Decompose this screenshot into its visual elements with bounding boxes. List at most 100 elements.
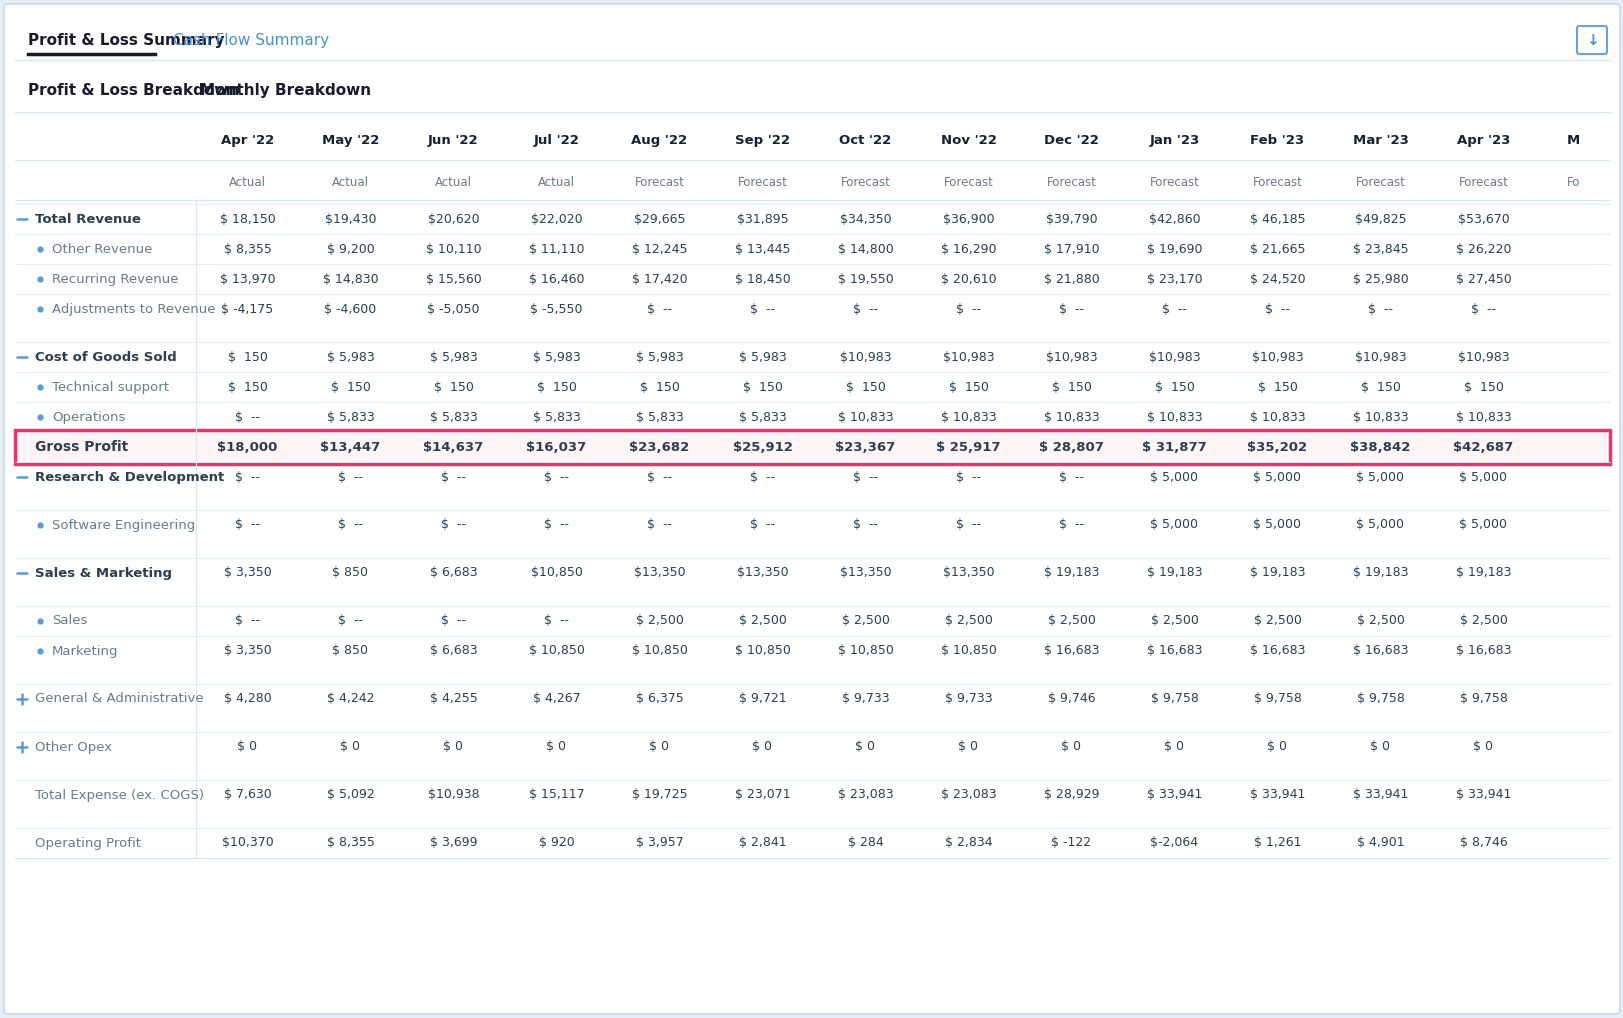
Text: $ 8,746: $ 8,746 (1459, 837, 1506, 849)
Text: $31,895: $31,895 (737, 213, 787, 226)
Text: $23,367: $23,367 (834, 441, 894, 453)
Text: Fo: Fo (1566, 175, 1579, 188)
Text: General & Administrative: General & Administrative (36, 692, 203, 705)
Text: $ 920: $ 920 (539, 837, 575, 849)
Text: $  --: $ -- (646, 302, 672, 316)
Text: $ 0: $ 0 (855, 740, 875, 753)
Text: $  150: $ 150 (1154, 381, 1193, 394)
Text: $ 2,841: $ 2,841 (738, 837, 786, 849)
Text: $  150: $ 150 (948, 381, 988, 394)
Text: $ 0: $ 0 (547, 740, 566, 753)
Text: $  150: $ 150 (1462, 381, 1503, 394)
Text: $-2,064: $-2,064 (1149, 837, 1198, 849)
Text: Apr '23: Apr '23 (1456, 133, 1509, 147)
Text: $ 3,350: $ 3,350 (224, 566, 271, 579)
Text: $  --: $ -- (750, 518, 774, 531)
Text: $ 0: $ 0 (649, 740, 669, 753)
Text: $20,620: $20,620 (427, 213, 479, 226)
Text: $ 5,833: $ 5,833 (326, 410, 375, 423)
Text: Profit & Loss Breakdown: Profit & Loss Breakdown (28, 82, 239, 98)
Text: $ 33,941: $ 33,941 (1146, 789, 1201, 801)
Text: $ -4,175: $ -4,175 (221, 302, 273, 316)
Text: Sales & Marketing: Sales & Marketing (36, 566, 172, 579)
Text: Actual: Actual (331, 175, 368, 188)
Text: Jan '23: Jan '23 (1149, 133, 1199, 147)
Text: $ 17,420: $ 17,420 (631, 273, 687, 285)
Text: Operations: Operations (52, 410, 125, 423)
Text: $ 5,833: $ 5,833 (738, 410, 786, 423)
Text: Forecast: Forecast (1355, 175, 1404, 188)
Text: $10,983: $10,983 (941, 350, 993, 363)
Text: $ 5,000: $ 5,000 (1253, 470, 1300, 484)
Text: Forecast: Forecast (1457, 175, 1508, 188)
Text: $ 0: $ 0 (341, 740, 360, 753)
Text: $10,370: $10,370 (221, 837, 273, 849)
Text: Total Revenue: Total Revenue (36, 213, 141, 226)
Text: $ 2,500: $ 2,500 (1459, 615, 1506, 627)
Text: $ 16,290: $ 16,290 (940, 242, 995, 256)
Text: $  --: $ -- (750, 470, 774, 484)
Text: $ 12,245: $ 12,245 (631, 242, 687, 256)
Text: $10,983: $10,983 (1147, 350, 1199, 363)
Text: Forecast: Forecast (635, 175, 683, 188)
Text: $ 10,850: $ 10,850 (631, 644, 687, 658)
Text: $ 18,150: $ 18,150 (219, 213, 276, 226)
Text: $ 0: $ 0 (237, 740, 258, 753)
Text: $ 10,833: $ 10,833 (1352, 410, 1407, 423)
Text: $  --: $ -- (956, 302, 980, 316)
Text: $ 2,500: $ 2,500 (738, 615, 786, 627)
Text: $  --: $ -- (544, 518, 568, 531)
Text: $ 5,000: $ 5,000 (1459, 470, 1506, 484)
Text: $  --: $ -- (646, 518, 672, 531)
Text: $34,350: $34,350 (839, 213, 891, 226)
Text: Forecast: Forecast (841, 175, 889, 188)
Text: $ 5,833: $ 5,833 (430, 410, 477, 423)
Text: $ 2,500: $ 2,500 (1149, 615, 1198, 627)
Text: $ 28,929: $ 28,929 (1044, 789, 1099, 801)
Text: $ 16,460: $ 16,460 (529, 273, 584, 285)
Text: Actual: Actual (537, 175, 575, 188)
Text: $ 19,183: $ 19,183 (1250, 566, 1305, 579)
Text: Actual: Actual (435, 175, 472, 188)
Text: $  --: $ -- (441, 615, 466, 627)
Text: Sep '22: Sep '22 (735, 133, 789, 147)
Text: Dec '22: Dec '22 (1044, 133, 1099, 147)
Text: $  150: $ 150 (1256, 381, 1297, 394)
Text: $ 10,850: $ 10,850 (527, 644, 584, 658)
FancyBboxPatch shape (3, 4, 1620, 1014)
Text: $ 5,833: $ 5,833 (635, 410, 683, 423)
Text: $ 5,000: $ 5,000 (1459, 518, 1506, 531)
Text: $ 21,665: $ 21,665 (1250, 242, 1305, 256)
Text: $ 24,520: $ 24,520 (1250, 273, 1305, 285)
Text: $  150: $ 150 (331, 381, 370, 394)
Text: $ 19,183: $ 19,183 (1454, 566, 1511, 579)
Text: $ 16,683: $ 16,683 (1352, 644, 1407, 658)
Text: $  --: $ -- (338, 470, 364, 484)
Text: $  150: $ 150 (846, 381, 885, 394)
Text: $  --: $ -- (1470, 302, 1495, 316)
Text: May '22: May '22 (321, 133, 378, 147)
Text: $ 23,170: $ 23,170 (1146, 273, 1201, 285)
Text: $ 10,833: $ 10,833 (940, 410, 995, 423)
Text: $ 0: $ 0 (1370, 740, 1389, 753)
Text: Total Expense (ex. COGS): Total Expense (ex. COGS) (36, 789, 204, 801)
Text: $ 2,500: $ 2,500 (635, 615, 683, 627)
Text: Forecast: Forecast (943, 175, 993, 188)
Text: $ 17,910: $ 17,910 (1044, 242, 1099, 256)
Text: $13,447: $13,447 (320, 441, 380, 453)
Text: $  --: $ -- (235, 615, 260, 627)
Text: Marketing: Marketing (52, 644, 118, 658)
Text: $ 19,183: $ 19,183 (1146, 566, 1201, 579)
Text: $23,682: $23,682 (630, 441, 690, 453)
Text: $  150: $ 150 (1360, 381, 1399, 394)
Text: $42,860: $42,860 (1147, 213, 1199, 226)
Text: $ 5,000: $ 5,000 (1355, 470, 1404, 484)
Text: $ 19,725: $ 19,725 (631, 789, 687, 801)
Text: $ 2,500: $ 2,500 (945, 615, 992, 627)
Text: $29,665: $29,665 (633, 213, 685, 226)
Text: Adjustments to Revenue: Adjustments to Revenue (52, 302, 216, 316)
Text: $ 4,267: $ 4,267 (532, 692, 579, 705)
Text: $  --: $ -- (544, 470, 568, 484)
Text: $ -4,600: $ -4,600 (325, 302, 377, 316)
Text: $10,983: $10,983 (839, 350, 891, 363)
